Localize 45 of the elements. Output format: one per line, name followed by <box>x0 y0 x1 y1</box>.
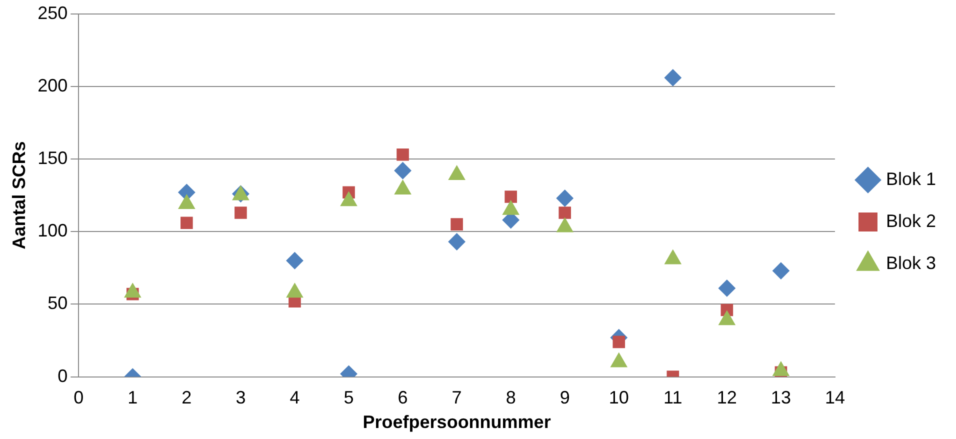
y-tick-label: 250 <box>38 2 68 23</box>
x-tick-label: 3 <box>236 388 246 408</box>
point <box>556 190 574 207</box>
point <box>610 352 628 368</box>
x-tick-label: 5 <box>344 388 354 408</box>
point <box>664 69 682 86</box>
y-tick-label: 0 <box>58 366 68 386</box>
x-tick-label: 4 <box>290 388 300 408</box>
point <box>772 262 790 280</box>
point <box>718 280 736 297</box>
x-tick-label: 8 <box>506 388 516 408</box>
legend-label: Blok 3 <box>886 252 936 273</box>
point <box>180 216 193 230</box>
x-tick-label: 12 <box>716 388 737 408</box>
x-tick-label: 2 <box>182 388 192 408</box>
x-tick-label: 7 <box>452 388 462 408</box>
x-tick-label: 9 <box>560 388 570 408</box>
x-tick-label: 6 <box>398 388 408 408</box>
legend-label: Blok 2 <box>886 210 936 231</box>
point <box>558 206 572 219</box>
y-tick-label: 200 <box>38 75 68 96</box>
point <box>394 162 412 180</box>
x-tick-label: 11 <box>664 388 682 408</box>
point <box>772 361 790 376</box>
y-tick-label: 50 <box>48 293 68 314</box>
x-tick-label: 0 <box>74 388 84 408</box>
point <box>396 148 409 161</box>
y-axis-title: Aantal SCRs <box>8 141 29 250</box>
x-axis-title: Proefpersoonnummer <box>362 412 551 432</box>
legend-label: Blok 1 <box>886 168 936 189</box>
point <box>450 218 463 230</box>
point <box>718 310 736 326</box>
y-tick-label: 100 <box>38 220 68 241</box>
x-tick-label: 14 <box>824 388 845 408</box>
point <box>286 283 304 298</box>
point <box>234 206 247 219</box>
point <box>286 252 304 270</box>
y-tick-label: 150 <box>38 148 68 168</box>
x-tick-label: 1 <box>128 388 138 408</box>
point <box>124 283 141 298</box>
point <box>504 190 517 203</box>
x-tick-label: 10 <box>608 388 629 408</box>
point <box>612 336 626 348</box>
x-tick-label: 13 <box>770 388 791 408</box>
point <box>448 233 466 250</box>
